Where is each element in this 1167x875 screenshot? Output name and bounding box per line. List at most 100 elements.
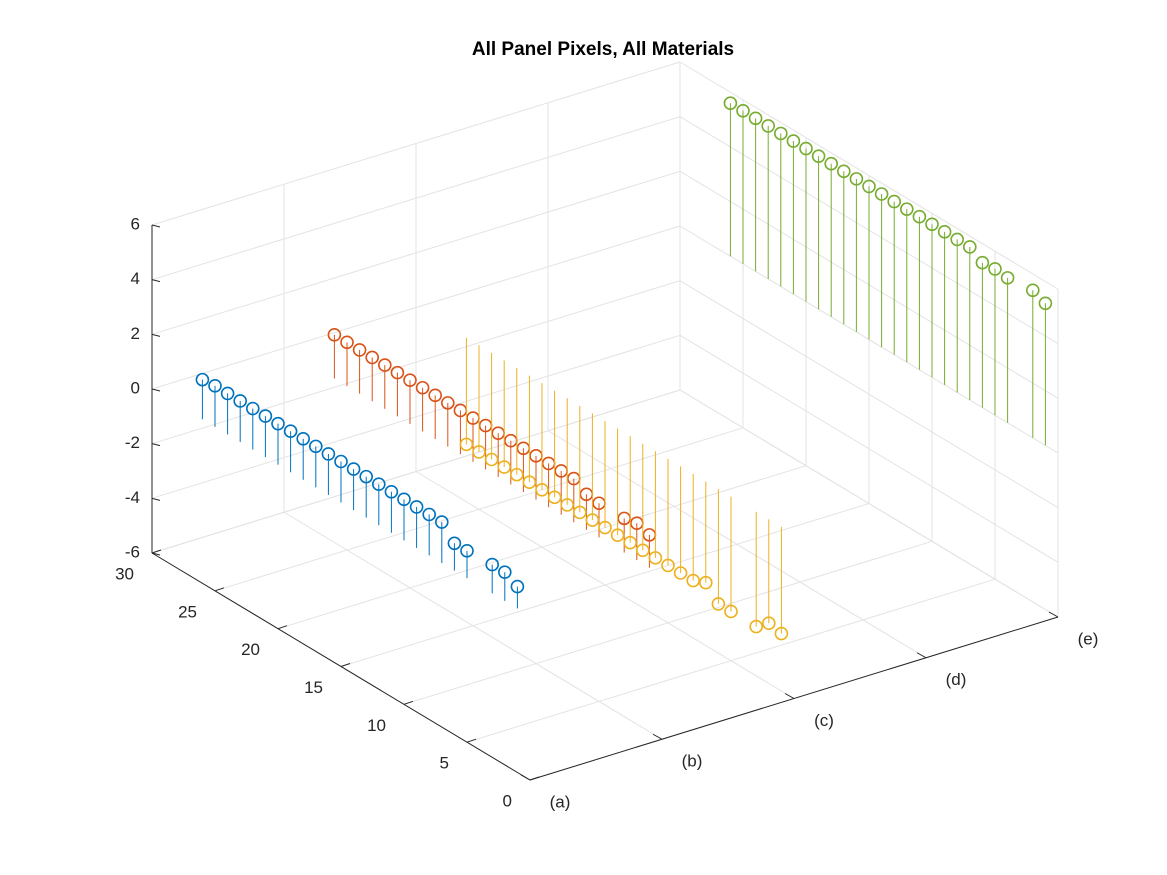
stem-marker bbox=[535, 482, 549, 497]
stem-marker bbox=[220, 386, 235, 401]
stem-marker bbox=[836, 164, 851, 179]
stem-marker bbox=[661, 558, 675, 573]
y-tick-label: 0 bbox=[503, 791, 512, 810]
y-tick-label: 25 bbox=[178, 602, 197, 621]
stem-marker bbox=[774, 626, 789, 641]
stem-marker bbox=[403, 373, 417, 387]
stem-marker bbox=[208, 379, 222, 393]
stem-marker bbox=[786, 134, 801, 148]
y-tick bbox=[466, 738, 477, 743]
stem-marker bbox=[397, 492, 411, 507]
stem-marker bbox=[258, 409, 273, 423]
x-tick-label: (c) bbox=[814, 711, 834, 730]
stem-marker bbox=[195, 372, 210, 387]
stem-marker bbox=[434, 515, 449, 529]
stem-marker bbox=[749, 619, 764, 634]
y-tick-label: 10 bbox=[367, 716, 386, 735]
stem-marker bbox=[246, 401, 260, 416]
stem-marker bbox=[422, 507, 437, 522]
stem-marker bbox=[308, 439, 323, 454]
z-tick-label: -4 bbox=[125, 488, 140, 507]
x-tick-label: (d) bbox=[946, 670, 967, 689]
stem-marker bbox=[447, 536, 462, 551]
stem-marker bbox=[1000, 271, 1015, 285]
stem-marker bbox=[761, 616, 776, 631]
stem-marker bbox=[887, 194, 902, 209]
stem-marker bbox=[635, 543, 650, 558]
stem-marker bbox=[988, 262, 1002, 276]
grid-line bbox=[151, 225, 681, 390]
grid-line bbox=[679, 61, 1059, 290]
stem-marker bbox=[975, 255, 990, 270]
z-tick bbox=[151, 443, 161, 447]
z-tick bbox=[151, 552, 161, 556]
x-tick-label: (e) bbox=[1078, 629, 1099, 648]
stem-marker bbox=[724, 604, 738, 619]
stem-marker bbox=[359, 469, 374, 484]
x-tick bbox=[784, 693, 795, 699]
stem-marker bbox=[572, 505, 587, 520]
z-tick-label: 2 bbox=[131, 324, 140, 343]
stem-marker bbox=[799, 141, 813, 156]
stem-marker bbox=[711, 597, 726, 611]
grid-line bbox=[151, 170, 681, 335]
stem-marker bbox=[673, 566, 688, 580]
z-tick bbox=[151, 497, 161, 501]
stem-marker bbox=[409, 500, 424, 514]
x-tick bbox=[652, 733, 663, 740]
stem-marker bbox=[962, 240, 977, 254]
y-tick-label: 30 bbox=[115, 564, 134, 583]
stem-marker bbox=[560, 498, 575, 512]
stem-marker bbox=[773, 126, 788, 141]
stem-marker bbox=[698, 575, 713, 590]
stem-marker bbox=[648, 551, 663, 565]
stem-marker bbox=[340, 335, 354, 350]
x-tick-label: (b) bbox=[682, 752, 703, 771]
stem-marker bbox=[950, 232, 965, 247]
y-tick bbox=[529, 776, 540, 781]
stem-marker bbox=[377, 358, 392, 372]
y-tick-label: 5 bbox=[440, 754, 449, 773]
stem-marker bbox=[484, 452, 499, 467]
y-tick-label: 15 bbox=[304, 678, 323, 697]
stem-marker bbox=[233, 394, 247, 408]
stem-marker bbox=[384, 484, 399, 499]
z-tick bbox=[151, 279, 161, 283]
stem-marker bbox=[937, 225, 952, 239]
grid-line bbox=[679, 280, 1059, 509]
grid-line bbox=[151, 61, 681, 226]
stem-marker bbox=[428, 388, 443, 403]
stem-marker bbox=[862, 179, 876, 194]
stem-marker bbox=[296, 431, 311, 446]
stem-marker bbox=[365, 350, 380, 365]
grid-line bbox=[403, 540, 933, 705]
stem-marker bbox=[912, 209, 927, 224]
y-tick bbox=[214, 587, 225, 592]
stem-marker bbox=[346, 462, 361, 476]
grid-line bbox=[151, 116, 681, 281]
stem-marker bbox=[327, 327, 342, 342]
stem-marker bbox=[547, 490, 562, 505]
stem-marker bbox=[811, 149, 826, 163]
stem-marker bbox=[1026, 283, 1040, 298]
x-tick bbox=[1048, 611, 1059, 618]
stem-marker bbox=[510, 579, 525, 594]
chart-title: All Panel Pixels, All Materials bbox=[472, 39, 734, 60]
y-tick bbox=[340, 663, 351, 667]
stem-marker bbox=[472, 445, 486, 459]
stem-marker bbox=[415, 380, 430, 395]
stem-marker bbox=[849, 172, 864, 186]
stem-marker bbox=[334, 454, 348, 469]
grid-line bbox=[679, 389, 1059, 618]
stem-marker bbox=[598, 520, 612, 535]
stem-marker bbox=[736, 103, 750, 118]
stem-marker bbox=[321, 447, 336, 461]
y-tick-label: 20 bbox=[241, 640, 260, 659]
z-tick-label: 6 bbox=[131, 214, 140, 233]
stem-marker bbox=[610, 528, 625, 542]
grid-line bbox=[151, 334, 681, 499]
stem-marker bbox=[485, 557, 500, 572]
stem-marker bbox=[283, 424, 298, 439]
stem-marker bbox=[585, 513, 600, 527]
